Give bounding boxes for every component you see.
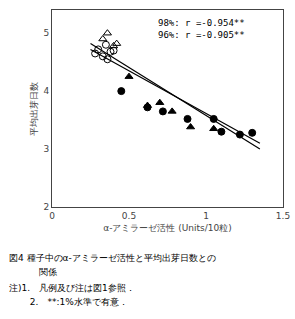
svg-text:2. **:1%水準で有意．: 2. **:1%水準で有意． bbox=[9, 297, 128, 307]
svg-text:98%: r =-0.954**96%: r =-0.905: 98%: r =-0.954**96%: r =-0.905** bbox=[158, 18, 245, 40]
svg-text:α-アミラーゼ活性 (Units/10粒): α-アミラーゼ活性 (Units/10粒) bbox=[103, 223, 232, 233]
svg-text:0.5: 0.5 bbox=[122, 211, 136, 221]
svg-text:平均出芽日数: 平均出芽日数 bbox=[29, 82, 39, 136]
svg-text:3: 3 bbox=[43, 144, 49, 154]
svg-text:5: 5 bbox=[43, 28, 49, 38]
svg-text:2: 2 bbox=[43, 202, 49, 212]
svg-text:1: 1 bbox=[203, 211, 209, 221]
svg-text:1.5: 1.5 bbox=[276, 211, 290, 221]
svg-text:0: 0 bbox=[49, 211, 55, 221]
svg-text:注)1. 凡例及び注は図1参照．: 注)1. 凡例及び注は図1参照． bbox=[9, 283, 135, 293]
svg-text:関係: 関係 bbox=[39, 267, 57, 277]
svg-text:図4 種子中のα-アミラーゼ活性と平均出芽日数との: 図4 種子中のα-アミラーゼ活性と平均出芽日数との bbox=[9, 253, 216, 263]
svg-text:4: 4 bbox=[43, 86, 49, 96]
